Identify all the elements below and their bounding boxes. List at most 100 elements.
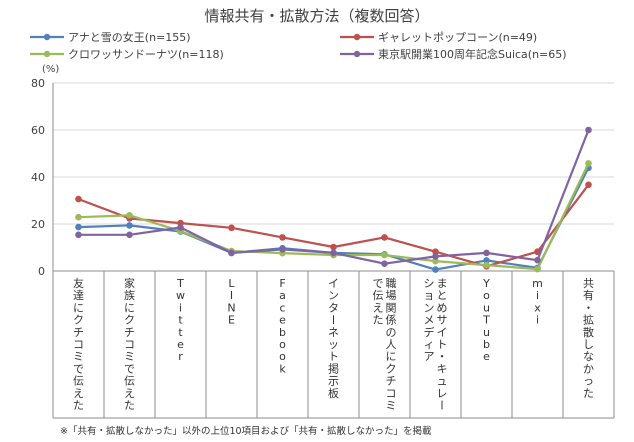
category-label-char: T — [176, 277, 184, 290]
y-axis-unit: (%) — [42, 64, 59, 75]
data-point — [126, 231, 133, 239]
data-point — [126, 212, 133, 219]
category-label-char: イ — [437, 326, 448, 339]
data-point — [279, 246, 286, 253]
category-label-char: チ — [124, 326, 135, 339]
category-label-char: 掲 — [328, 361, 339, 375]
category-label-char: u — [483, 301, 490, 314]
y-tick-label: 0 — [38, 265, 45, 278]
category-label-char: レ — [437, 387, 448, 400]
data-point — [534, 256, 541, 264]
series-line — [78, 129, 590, 265]
category-label-char: た — [373, 314, 384, 327]
legend-item: クロワッサンドーナツ(n=118) — [30, 48, 224, 61]
category-label-char: 拡 — [583, 313, 594, 327]
category-label-char: 関 — [386, 301, 397, 314]
category-label-char: o — [483, 289, 490, 302]
legend-marker — [43, 50, 51, 58]
category-label-char: ク — [386, 362, 397, 375]
category-label-char: i — [536, 289, 539, 302]
category-label-char: N — [227, 301, 235, 314]
category-label-char: メ — [424, 314, 435, 327]
legend-label: アナと雪の女王(n=155) — [68, 30, 191, 44]
legend-label: 東京駅開業100周年記念Suica(n=65) — [378, 47, 567, 61]
category-label-char: 伝 — [124, 375, 135, 388]
category-label-char: e — [483, 350, 490, 363]
category-label-char: ィ — [424, 338, 435, 351]
y-tick-label: 40 — [31, 171, 45, 184]
category-label-char: ま — [437, 277, 448, 290]
legend-marker — [353, 50, 361, 58]
category-label-char: デ — [424, 325, 435, 339]
category-label-char: w — [176, 289, 185, 302]
data-point — [534, 265, 541, 273]
legend-item: ギャレットポップコーン(n=49) — [340, 31, 537, 44]
data-point — [432, 253, 439, 260]
data-point — [483, 261, 490, 269]
category-label-char: ッ — [328, 338, 339, 351]
category-label-char: c — [279, 301, 285, 314]
category-label-char: ト — [437, 338, 448, 351]
series-line-group — [75, 181, 592, 270]
category-label-char: に — [73, 301, 84, 314]
category-label-char: に — [124, 301, 135, 314]
category-label-char: ュ — [437, 375, 448, 388]
category-label-char: コ — [73, 338, 84, 351]
category-label-char: ミ — [124, 350, 135, 363]
category-label-char: っ — [583, 375, 594, 388]
category-label-char: u — [483, 326, 490, 339]
category-label-char: た — [583, 387, 594, 400]
category-label-char: F — [279, 277, 285, 290]
footnote: ※「共有・拡散しなかった」以外の上位10項目および「共有・拡散しなかった」を掲載 — [60, 425, 432, 437]
category-label-char: し — [583, 338, 594, 351]
category-label-char: 伝 — [73, 375, 84, 388]
category-label-char: a — [279, 289, 286, 302]
category-label-char: ・ — [583, 301, 594, 314]
category-label-char: i — [179, 301, 182, 314]
data-point — [228, 224, 235, 232]
category-label-char: で — [124, 362, 135, 375]
data-point — [75, 195, 82, 203]
category-label-char: 係 — [386, 314, 397, 327]
category-label-char: キ — [437, 362, 448, 375]
category-table: 友達にクチコミで伝えた家族にクチコミで伝えたTwitterLINEFaceboo… — [52, 271, 615, 419]
category-label-char: b — [279, 326, 286, 339]
category-label-char: で — [73, 362, 84, 375]
category-label: 共有・拡散しなかった — [583, 277, 594, 400]
category-label-char: シ — [424, 277, 435, 290]
category-label-char: r — [178, 350, 183, 363]
category-label-char: t — [178, 326, 183, 339]
category-label-char: た — [73, 399, 84, 412]
data-point — [432, 266, 439, 273]
category-label-char: 友 — [73, 276, 84, 290]
legend: アナと雪の女王(n=155) ギャレットポップコーン(n=49) クロワッサンドーナ… — [30, 30, 567, 61]
y-tick-label: 20 — [31, 218, 45, 231]
category-label-char: え — [124, 387, 135, 400]
category-label-char: ク — [73, 314, 84, 327]
category-label-char: 場 — [386, 289, 397, 302]
data-point — [585, 126, 592, 134]
category-label-char: I — [230, 289, 233, 302]
data-point — [381, 251, 388, 259]
data-point — [381, 260, 388, 268]
data-point — [75, 213, 82, 221]
category-label-char: に — [386, 350, 397, 363]
category-label-char: 示 — [328, 375, 339, 388]
category-label-char: と — [437, 289, 448, 302]
axes — [52, 83, 614, 272]
category-label-char: E — [228, 314, 235, 327]
category-label-char: 共 — [583, 277, 594, 290]
y-tick-label: 80 — [31, 77, 45, 90]
legend-marker — [43, 33, 51, 41]
category-label-char: ン — [424, 301, 435, 314]
data-point — [585, 181, 592, 189]
category-label-char: e — [177, 338, 184, 351]
legend-item: アナと雪の女王(n=155) — [30, 30, 191, 44]
data-point — [75, 223, 82, 231]
